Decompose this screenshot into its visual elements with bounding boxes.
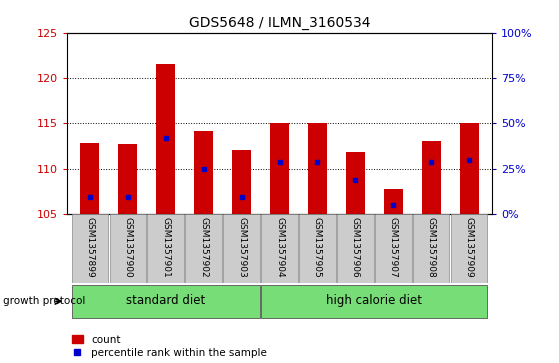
Text: standard diet: standard diet — [126, 294, 205, 307]
Bar — [337, 214, 373, 283]
Bar — [308, 123, 327, 214]
Bar — [119, 144, 138, 214]
Bar — [421, 141, 440, 214]
Bar — [384, 189, 403, 214]
Text: GSM1357902: GSM1357902 — [199, 217, 208, 278]
Bar — [156, 64, 175, 214]
Text: GSM1357901: GSM1357901 — [161, 217, 170, 278]
Text: GSM1357905: GSM1357905 — [313, 217, 322, 278]
Bar — [459, 123, 479, 214]
Text: GSM1357899: GSM1357899 — [86, 217, 94, 278]
Bar — [148, 214, 184, 283]
Text: GSM1357906: GSM1357906 — [351, 217, 360, 278]
Bar — [194, 131, 213, 214]
Bar — [80, 143, 100, 214]
Bar — [413, 214, 449, 283]
Text: GSM1357903: GSM1357903 — [237, 217, 246, 278]
Bar — [375, 214, 411, 283]
Bar — [451, 214, 487, 283]
Bar — [72, 214, 108, 283]
Text: GSM1357904: GSM1357904 — [275, 217, 284, 278]
Text: high calorie diet: high calorie diet — [326, 294, 423, 307]
Bar — [224, 214, 260, 283]
Bar — [270, 123, 289, 214]
Text: GSM1357900: GSM1357900 — [124, 217, 132, 278]
Title: GDS5648 / ILMN_3160534: GDS5648 / ILMN_3160534 — [189, 16, 370, 30]
Bar — [261, 285, 487, 318]
Text: GSM1357908: GSM1357908 — [427, 217, 435, 278]
Bar — [346, 152, 365, 214]
Bar — [232, 150, 251, 214]
Bar — [261, 214, 298, 283]
Text: GSM1357907: GSM1357907 — [389, 217, 398, 278]
Bar — [186, 214, 222, 283]
Legend: count, percentile rank within the sample: count, percentile rank within the sample — [72, 335, 267, 358]
Text: GSM1357909: GSM1357909 — [465, 217, 473, 278]
Bar — [110, 214, 146, 283]
Text: growth protocol: growth protocol — [3, 296, 85, 306]
Bar — [72, 285, 260, 318]
Bar — [299, 214, 335, 283]
